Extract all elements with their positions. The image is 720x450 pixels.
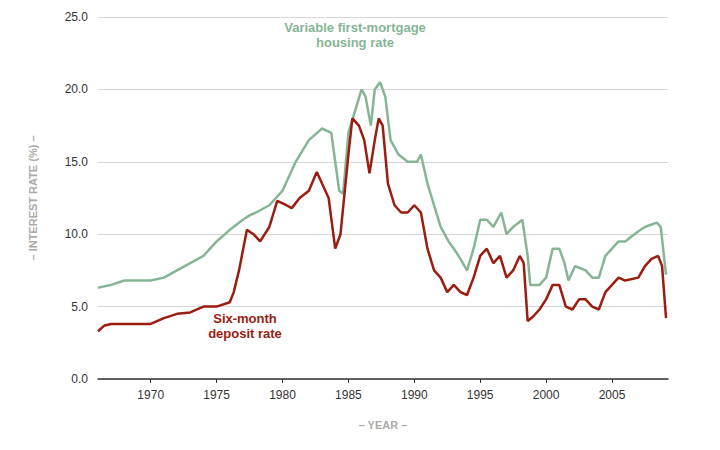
svg-text:25.0: 25.0 bbox=[65, 10, 89, 24]
svg-text:1970: 1970 bbox=[137, 388, 164, 402]
svg-text:0.0: 0.0 bbox=[71, 372, 88, 386]
svg-text:1990: 1990 bbox=[401, 388, 428, 402]
svg-text:Six-month: Six-month bbox=[213, 311, 277, 326]
svg-text:– YEAR –: – YEAR – bbox=[359, 419, 408, 431]
svg-text:1985: 1985 bbox=[335, 388, 362, 402]
svg-text:1995: 1995 bbox=[467, 388, 494, 402]
svg-text:deposit rate: deposit rate bbox=[208, 326, 282, 341]
svg-text:– INTEREST RATE (%) –: – INTEREST RATE (%) – bbox=[27, 135, 39, 260]
svg-text:2000: 2000 bbox=[533, 388, 560, 402]
svg-text:15.0: 15.0 bbox=[65, 155, 89, 169]
svg-text:1980: 1980 bbox=[269, 388, 296, 402]
svg-text:1975: 1975 bbox=[203, 388, 230, 402]
svg-text:housing rate: housing rate bbox=[316, 35, 394, 50]
svg-text:5.0: 5.0 bbox=[71, 300, 88, 314]
svg-text:20.0: 20.0 bbox=[65, 82, 89, 96]
svg-text:Variable first-mortgage: Variable first-mortgage bbox=[284, 20, 426, 35]
svg-text:10.0: 10.0 bbox=[65, 227, 89, 241]
svg-text:2005: 2005 bbox=[599, 388, 626, 402]
